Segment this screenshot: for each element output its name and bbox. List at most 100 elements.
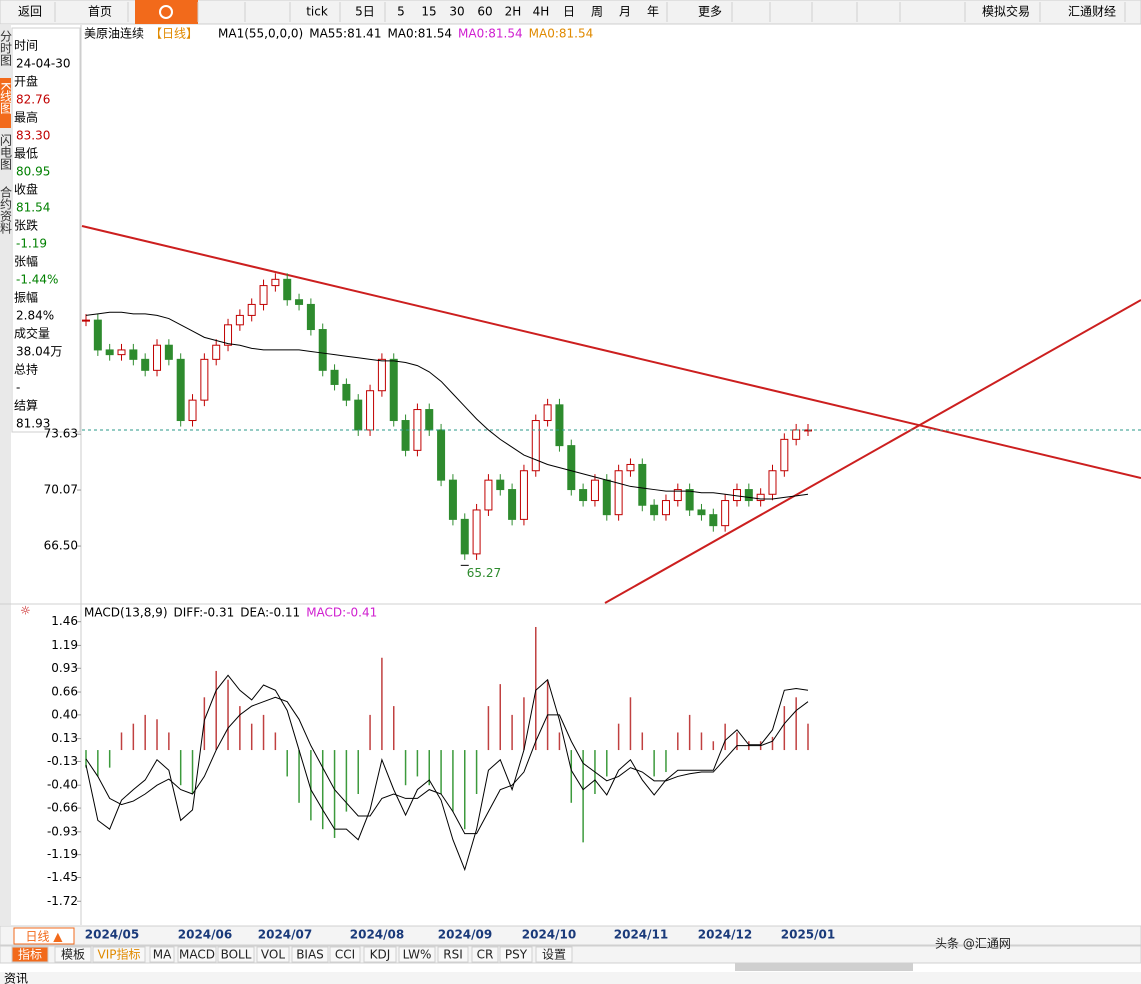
candle-body — [531, 420, 540, 472]
candle-body — [697, 509, 706, 516]
candle-body — [579, 489, 588, 502]
y-tick-label: -1.45 — [47, 870, 78, 884]
y-tick-label: -0.93 — [47, 824, 78, 838]
toolbar-button[interactable]: 首页 — [88, 5, 112, 19]
info-value: 38.04万 — [16, 345, 62, 359]
candle-body — [650, 504, 659, 516]
side-tab[interactable]: K线图 — [0, 82, 13, 114]
period-option[interactable]: 日 — [563, 5, 575, 19]
x-tick-label: 2024/07 — [258, 928, 312, 942]
tab[interactable] — [363, 946, 397, 963]
settings-icon[interactable]: ☼ — [20, 604, 31, 618]
y-tick-label: -1.19 — [47, 847, 78, 861]
tab[interactable] — [437, 946, 469, 963]
candle-body — [508, 489, 517, 520]
legend-item: 【日线】 — [150, 27, 198, 41]
tab[interactable] — [217, 946, 255, 963]
tab[interactable] — [535, 946, 573, 963]
y-tick-label: 70.07 — [44, 483, 78, 497]
info-value: 2.84% — [16, 309, 54, 323]
footer-label[interactable]: 资讯 — [4, 972, 28, 984]
candle-body — [93, 319, 102, 351]
period-option[interactable]: 5日 — [355, 5, 375, 19]
info-value: 82.76 — [16, 93, 50, 107]
toolbar-button[interactable]: tick — [306, 5, 328, 19]
candle-body — [82, 319, 90, 322]
x-tick-label: 2025/01 — [781, 928, 835, 942]
side-tab[interactable]: 分时图 — [0, 30, 13, 66]
tab-label: VIP指标 — [98, 947, 141, 962]
period-button-label: 日线 ▲ — [25, 930, 63, 944]
candle-body — [200, 358, 209, 401]
date-axis-bar — [0, 925, 1141, 946]
tab-label: MACD — [179, 948, 215, 962]
candle-body — [614, 470, 623, 516]
candle-body — [389, 358, 398, 422]
tab[interactable] — [398, 946, 436, 963]
candle-body — [780, 438, 789, 472]
x-tick-label: 2024/05 — [85, 928, 139, 942]
period-option[interactable]: 月 — [619, 5, 631, 19]
toolbar-button[interactable]: 返回 — [18, 5, 42, 19]
tab-label: LW% — [403, 948, 432, 962]
side-tab-active — [0, 78, 11, 128]
info-label: 张跌 — [14, 218, 38, 233]
info-value: -1.44% — [16, 273, 58, 287]
tab[interactable] — [11, 946, 49, 963]
candle-body — [306, 303, 315, 331]
candle-body — [259, 285, 268, 305]
tab[interactable] — [291, 946, 329, 963]
candle-body — [117, 349, 126, 356]
y-tick-label: -0.40 — [47, 778, 78, 792]
period-option[interactable]: 周 — [591, 5, 603, 19]
tab[interactable] — [329, 946, 361, 963]
period-option[interactable]: 2H — [505, 5, 522, 19]
side-tab[interactable]: 合约资料 — [0, 185, 13, 234]
tab-label: VOL — [261, 948, 285, 962]
tab-label: CR — [477, 948, 494, 962]
macd-line — [85, 674, 809, 872]
candle-body — [366, 390, 375, 431]
refresh-button[interactable] — [135, 0, 198, 24]
side-tab[interactable]: 闪电图 — [0, 134, 13, 170]
tab-label: PSY — [505, 948, 528, 962]
info-label: 时间 — [14, 39, 38, 53]
period-option[interactable]: 5 — [397, 5, 405, 19]
tab-label: 模板 — [61, 948, 85, 962]
period-option[interactable]: 年 — [647, 5, 659, 19]
candle-body — [176, 358, 185, 422]
tab[interactable] — [149, 946, 175, 963]
legend-item: MACD:-0.41 — [306, 606, 377, 620]
tab[interactable] — [471, 946, 499, 963]
period-option[interactable]: 60 — [477, 5, 492, 19]
scrollbar[interactable] — [735, 963, 913, 971]
toolbar-button[interactable]: 更多 — [698, 5, 722, 19]
x-tick-label: 2024/06 — [178, 928, 232, 942]
y-tick-label: 0.93 — [51, 661, 78, 675]
x-tick-label: 2024/10 — [522, 928, 576, 942]
tab[interactable] — [54, 946, 92, 963]
tab[interactable] — [256, 946, 290, 963]
period-option[interactable]: 15 — [421, 5, 436, 19]
period-option[interactable]: 4H — [533, 5, 550, 19]
period-option[interactable]: 30 — [449, 5, 464, 19]
tab[interactable] — [177, 946, 217, 963]
toolbar-button[interactable]: 汇通财经 — [1068, 5, 1116, 19]
candle-body — [685, 489, 694, 511]
tab-label: BIAS — [296, 948, 324, 962]
info-value: 24-04-30 — [16, 57, 70, 71]
tab[interactable] — [92, 946, 146, 963]
info-value: - — [16, 381, 20, 395]
info-panel — [11, 27, 81, 433]
y-tick-label: -0.13 — [47, 754, 78, 768]
tab-label: RSI — [443, 948, 463, 962]
toolbar-button[interactable]: 模拟交易 — [982, 4, 1030, 19]
candle-body — [448, 479, 457, 520]
y-tick-label: 66.50 — [44, 539, 78, 553]
tab-label: MA — [153, 948, 172, 962]
y-tick-label: -0.66 — [47, 801, 78, 815]
tab[interactable] — [499, 946, 533, 963]
period-button[interactable] — [13, 927, 75, 945]
tab-label: 指标 — [18, 947, 42, 962]
